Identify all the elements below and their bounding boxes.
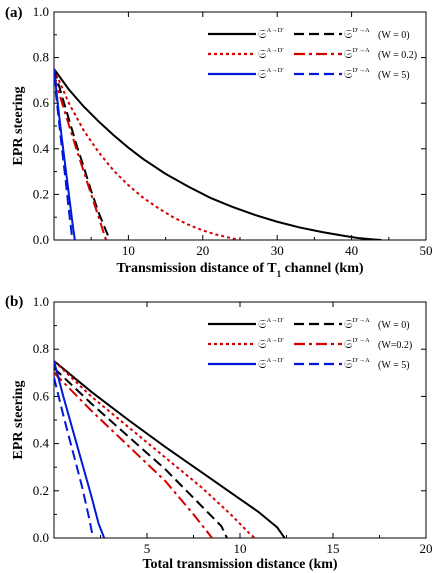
legend-label-a: 𝔖A→D′: [258, 27, 284, 41]
y-tick-label: 0.8: [33, 50, 49, 65]
panel-label: (a): [5, 5, 23, 21]
y-axis-title: EPR steering: [11, 87, 26, 166]
legend-label-a: 𝔖A→D′: [258, 317, 284, 331]
legend-w-label: (W=0.2): [378, 340, 412, 351]
series-line-0: [54, 68, 382, 240]
chart-panel-b: 0.0 0.2 0.4 0.6 0.8 1.0 5 10 15 20 (b) EPR steering…: [5, 294, 433, 572]
y-tick-label: 0.4: [33, 436, 50, 451]
plot-frame: [53, 11, 427, 241]
legend-label-b: 𝔖D′→A: [344, 317, 370, 331]
legend-sup-b: D′→A: [352, 27, 370, 34]
legend-sup-a: A→D′: [266, 337, 284, 344]
x-axis-title: Total transmission distance (km): [142, 557, 337, 572]
legend-sup-a: A→D′: [266, 357, 284, 364]
legend-symbol-b: 𝔖: [344, 67, 353, 81]
y-tick-label: 0.6: [33, 388, 50, 403]
legend-sup-b: D′→A: [352, 337, 370, 344]
x-axis-title-suffix: channel (km): [281, 261, 364, 276]
legend-sup-b: D′→A: [352, 317, 370, 324]
legend-sup-a: A→D′: [266, 47, 284, 54]
y-axis-title: EPR steering: [11, 381, 26, 460]
series-line-0: [54, 360, 286, 538]
legend-label-a: 𝔖A→D′: [258, 337, 284, 351]
legend-sup-b: D′→A: [352, 357, 370, 364]
y-tick-label: 1.0: [33, 294, 49, 309]
legend-w-label: (W = 0): [378, 320, 410, 331]
y-tick-label: 0.2: [33, 186, 49, 201]
series-line-3: [54, 75, 108, 240]
legend-entry: 𝔖A→D′ 𝔖D′→A (W = 5): [208, 357, 410, 371]
y-tick-label: 0.8: [33, 341, 49, 356]
legend-label-b: 𝔖D′→A: [344, 337, 370, 351]
legend-sup-a: A→D′: [266, 317, 284, 324]
y-tick-label: 1.0: [33, 4, 49, 19]
x-tick-label: 40: [345, 243, 358, 258]
legend-label-a: 𝔖A→D′: [258, 67, 284, 81]
legend-label-b: 𝔖D′→A: [344, 357, 370, 371]
legend-symbol-a: 𝔖: [258, 47, 267, 61]
panel-label: (b): [5, 294, 23, 310]
legend-sup-b: D′→A: [352, 67, 370, 74]
legend-label-b: 𝔖D′→A: [344, 67, 370, 81]
x-axis-title-subscript: 1: [277, 269, 282, 279]
series-line-5: [54, 75, 74, 240]
series-line-5: [54, 377, 95, 538]
series-line-1: [54, 367, 228, 538]
legend-label-a: 𝔖A→D′: [258, 357, 284, 371]
series-line-1: [54, 68, 111, 240]
legend-w-label: (W = 5): [378, 360, 410, 371]
legend-entry: 𝔖A→D′ 𝔖D′→A (W = 0): [208, 27, 410, 41]
legend-entry: 𝔖A→D′ 𝔖D′→A (W = 5): [208, 67, 410, 81]
legend-w-label: (W = 5): [378, 70, 410, 81]
series-line-4: [54, 360, 106, 538]
legend-symbol-a: 𝔖: [258, 67, 267, 81]
legend-sup-a: A→D′: [266, 27, 284, 34]
series-line-4: [54, 68, 76, 240]
series-line-2: [54, 360, 256, 538]
series-line-2: [54, 68, 241, 240]
legend-label-b: 𝔖D′→A: [344, 47, 370, 61]
x-axis-title: Transmission distance of T1 channel (km): [116, 261, 363, 279]
legend-symbol-b: 𝔖: [344, 337, 353, 351]
legend-symbol-a: 𝔖: [258, 317, 267, 331]
legend-entry: 𝔖A→D′ 𝔖D′→A (W = 0.2): [208, 47, 417, 61]
legend-symbol-a: 𝔖: [258, 27, 267, 41]
legend-w-label: (W = 0.2): [378, 50, 417, 61]
x-tick-label: 10: [122, 243, 135, 258]
legend-w-label: (W = 0): [378, 30, 410, 41]
x-tick-label: 20: [196, 243, 209, 258]
legend-sup-b: D′→A: [352, 47, 370, 54]
x-tick-label: 10: [234, 541, 247, 556]
y-tick-label: 0.0: [33, 232, 49, 247]
x-tick-label: 5: [144, 541, 151, 556]
legend-entry: 𝔖A→D′ 𝔖D′→A (W=0.2): [208, 337, 412, 351]
x-tick-label: 20: [420, 541, 433, 556]
x-axis-title-prefix: Transmission distance of T: [116, 261, 277, 276]
x-tick-label: 50: [420, 243, 433, 258]
legend-label-a: 𝔖A→D′: [258, 47, 284, 61]
legend-symbol-b: 𝔖: [344, 317, 353, 331]
chart-panel-a: 0.0 0.2 0.4 0.6 0.8 1.0 10 20 30 40 50 (a) EPR steer…: [5, 4, 433, 279]
y-tick-label: 0.4: [33, 141, 50, 156]
legend-symbol-b: 𝔖: [344, 27, 353, 41]
legend-symbol-b: 𝔖: [344, 357, 353, 371]
legend-sup-a: A→D′: [266, 67, 284, 74]
legend-entry: 𝔖A→D′ 𝔖D′→A (W = 0): [208, 317, 410, 331]
x-tick-label: 30: [271, 243, 284, 258]
series-line-3: [54, 372, 213, 538]
y-tick-label: 0.6: [33, 95, 50, 110]
x-tick-label: 15: [327, 541, 340, 556]
legend-symbol-b: 𝔖: [344, 47, 353, 61]
legend-symbol-a: 𝔖: [258, 337, 267, 351]
y-tick-label: 0.2: [33, 483, 49, 498]
legend-symbol-a: 𝔖: [258, 357, 267, 371]
legend-label-b: 𝔖D′→A: [344, 27, 370, 41]
y-tick-label: 0.0: [33, 530, 49, 545]
